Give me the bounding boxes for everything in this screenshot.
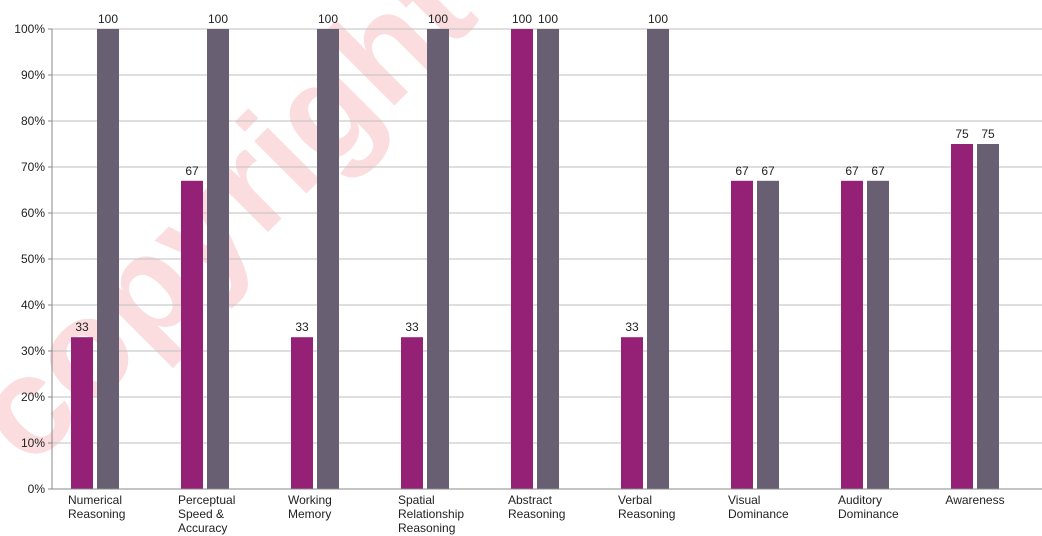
y-tick-label: 100% bbox=[14, 22, 45, 36]
data-labels: 33 100 67 100 33 100 33 100 100 100 33 100 67 67 67 67 7… bbox=[75, 12, 995, 334]
data-label: 100 bbox=[648, 12, 668, 26]
bar bbox=[951, 144, 973, 489]
x-tick-label: Numerical Reasoning bbox=[68, 493, 125, 521]
bar bbox=[731, 180, 753, 490]
bar bbox=[71, 337, 93, 489]
y-tick-label: 60% bbox=[21, 206, 45, 220]
y-tick-label: 0% bbox=[28, 482, 46, 496]
bar bbox=[841, 180, 863, 490]
data-label: 100 bbox=[512, 12, 532, 26]
data-label: 67 bbox=[761, 164, 775, 178]
bar bbox=[537, 29, 559, 489]
y-tick-label: 50% bbox=[21, 252, 45, 266]
data-label: 100 bbox=[208, 12, 228, 26]
bar bbox=[647, 29, 669, 489]
data-label: 33 bbox=[625, 320, 639, 334]
x-tick-label: Verbal Reasoning bbox=[618, 493, 675, 521]
y-tick-label: 40% bbox=[21, 298, 45, 312]
x-tick-label: Working Memory bbox=[288, 493, 332, 521]
x-tick-label: Spatial Relationship Reasoning bbox=[398, 493, 464, 535]
bar bbox=[291, 337, 313, 489]
data-label: 100 bbox=[98, 12, 118, 26]
data-label: 67 bbox=[185, 164, 199, 178]
data-label: 33 bbox=[295, 320, 309, 334]
x-tick-label: Awareness bbox=[945, 493, 1004, 507]
y-tick-label: 90% bbox=[21, 68, 45, 82]
y-tick-label: 10% bbox=[21, 436, 45, 450]
bar bbox=[867, 180, 889, 490]
data-label: 100 bbox=[318, 12, 338, 26]
data-label: 75 bbox=[981, 127, 995, 141]
category-labels: Numerical Reasoning Perceptual Speed & Accur… bbox=[68, 493, 1005, 535]
y-tick-label: 70% bbox=[21, 160, 45, 174]
x-tick-label: Visual Dominance bbox=[728, 493, 789, 521]
data-label: 33 bbox=[75, 320, 89, 334]
bar bbox=[621, 337, 643, 489]
bar bbox=[511, 29, 533, 489]
bar bbox=[97, 29, 119, 489]
data-label: 100 bbox=[538, 12, 558, 26]
bar bbox=[181, 180, 203, 490]
data-label: 33 bbox=[405, 320, 419, 334]
bar bbox=[427, 29, 449, 489]
x-tick-label: Auditory Dominance bbox=[838, 493, 899, 521]
data-label: 67 bbox=[845, 164, 859, 178]
y-tick-label: 20% bbox=[21, 390, 45, 404]
bar bbox=[317, 29, 339, 489]
bar bbox=[207, 29, 229, 489]
bar bbox=[401, 337, 423, 489]
y-axis-ticks: 0% 10% 20% 30% 40% 50% 60% 70% 80% 90% 100% bbox=[14, 22, 53, 496]
bars bbox=[71, 29, 999, 490]
data-label: 75 bbox=[955, 127, 969, 141]
data-label: 67 bbox=[871, 164, 885, 178]
x-tick-label: Perceptual Speed & Accuracy bbox=[178, 493, 235, 535]
data-label: 100 bbox=[428, 12, 448, 26]
bar bbox=[757, 180, 779, 490]
y-tick-label: 30% bbox=[21, 344, 45, 358]
y-tick-label: 80% bbox=[21, 114, 45, 128]
bar bbox=[977, 144, 999, 489]
data-label: 67 bbox=[735, 164, 749, 178]
x-tick-label: Abstract Reasoning bbox=[508, 493, 565, 521]
